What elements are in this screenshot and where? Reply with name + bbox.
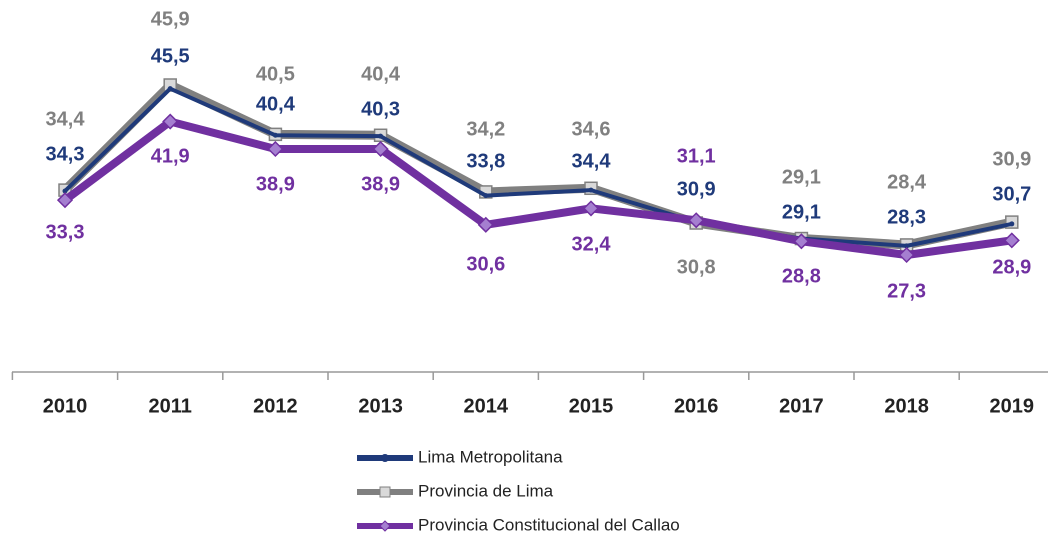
data-label: 33,3: [46, 221, 85, 243]
data-label: 34,6: [572, 118, 611, 140]
marker: [167, 86, 173, 92]
data-label: 28,8: [782, 265, 821, 287]
data-label: 32,4: [572, 233, 612, 255]
x-tick-label: 2015: [569, 395, 614, 417]
marker: [56, 192, 74, 209]
marker: [372, 140, 389, 158]
x-tick-label: 2018: [884, 395, 929, 417]
data-label: 31,1: [677, 145, 716, 167]
x-tick-label: 2017: [779, 395, 824, 417]
marker: [267, 140, 284, 158]
x-tick-label: 2014: [464, 395, 509, 417]
x-tick-label: 2013: [358, 395, 403, 417]
marker: [62, 188, 68, 194]
series-line: [62, 117, 1013, 259]
data-label: 34,2: [466, 118, 505, 140]
data-label: 29,1: [782, 201, 821, 223]
data-label: 33,8: [466, 150, 505, 172]
series-line: [61, 80, 1013, 250]
data-label: 30,7: [992, 183, 1031, 205]
marker: [1009, 221, 1015, 227]
x-tick-label: 2019: [990, 395, 1035, 417]
data-label: 28,4: [887, 171, 927, 193]
data-label: 34,3: [46, 143, 85, 165]
marker: [588, 187, 594, 193]
x-tick-label: 2016: [674, 395, 719, 417]
legend-marker: [379, 520, 391, 532]
data-label: 41,9: [151, 145, 190, 167]
legend-marker: [381, 454, 389, 462]
data-label: 45,5: [151, 45, 190, 67]
data-label: 28,9: [992, 256, 1031, 278]
data-label: 29,1: [782, 166, 821, 188]
data-label: 45,9: [151, 8, 190, 30]
legend-label: Provincia de Lima: [418, 481, 554, 500]
marker: [272, 132, 278, 138]
marker: [483, 193, 489, 199]
data-label: 40,4: [256, 93, 296, 115]
x-tick-label: 2012: [253, 395, 298, 417]
data-label: 38,9: [361, 173, 400, 195]
marker: [162, 113, 179, 130]
series-line: [63, 86, 1013, 248]
data-label: 40,4: [361, 63, 401, 85]
data-label: 28,3: [887, 206, 926, 228]
data-label: 40,5: [256, 63, 295, 85]
legend-label: Lima Metropolitana: [418, 447, 563, 466]
marker: [898, 246, 915, 264]
data-label: 38,9: [256, 173, 295, 195]
marker: [904, 243, 910, 249]
marker: [688, 212, 705, 229]
data-label: 30,9: [677, 178, 716, 200]
x-tick-label: 2010: [43, 395, 88, 417]
legend-label: Provincia Constitucional del Callao: [418, 515, 680, 533]
data-label: 27,3: [887, 280, 926, 302]
data-label: 34,4: [572, 150, 612, 172]
marker: [1003, 232, 1020, 249]
legend-marker: [379, 486, 391, 498]
marker: [477, 216, 494, 233]
data-label: 30,9: [992, 148, 1031, 170]
marker: [582, 200, 600, 217]
marker: [793, 233, 810, 250]
data-label: 30,6: [466, 253, 505, 275]
x-tick-label: 2011: [149, 395, 192, 417]
data-label: 40,3: [361, 98, 400, 120]
data-label: 34,4: [46, 108, 86, 130]
marker: [378, 133, 384, 139]
data-label: 30,8: [677, 256, 716, 278]
